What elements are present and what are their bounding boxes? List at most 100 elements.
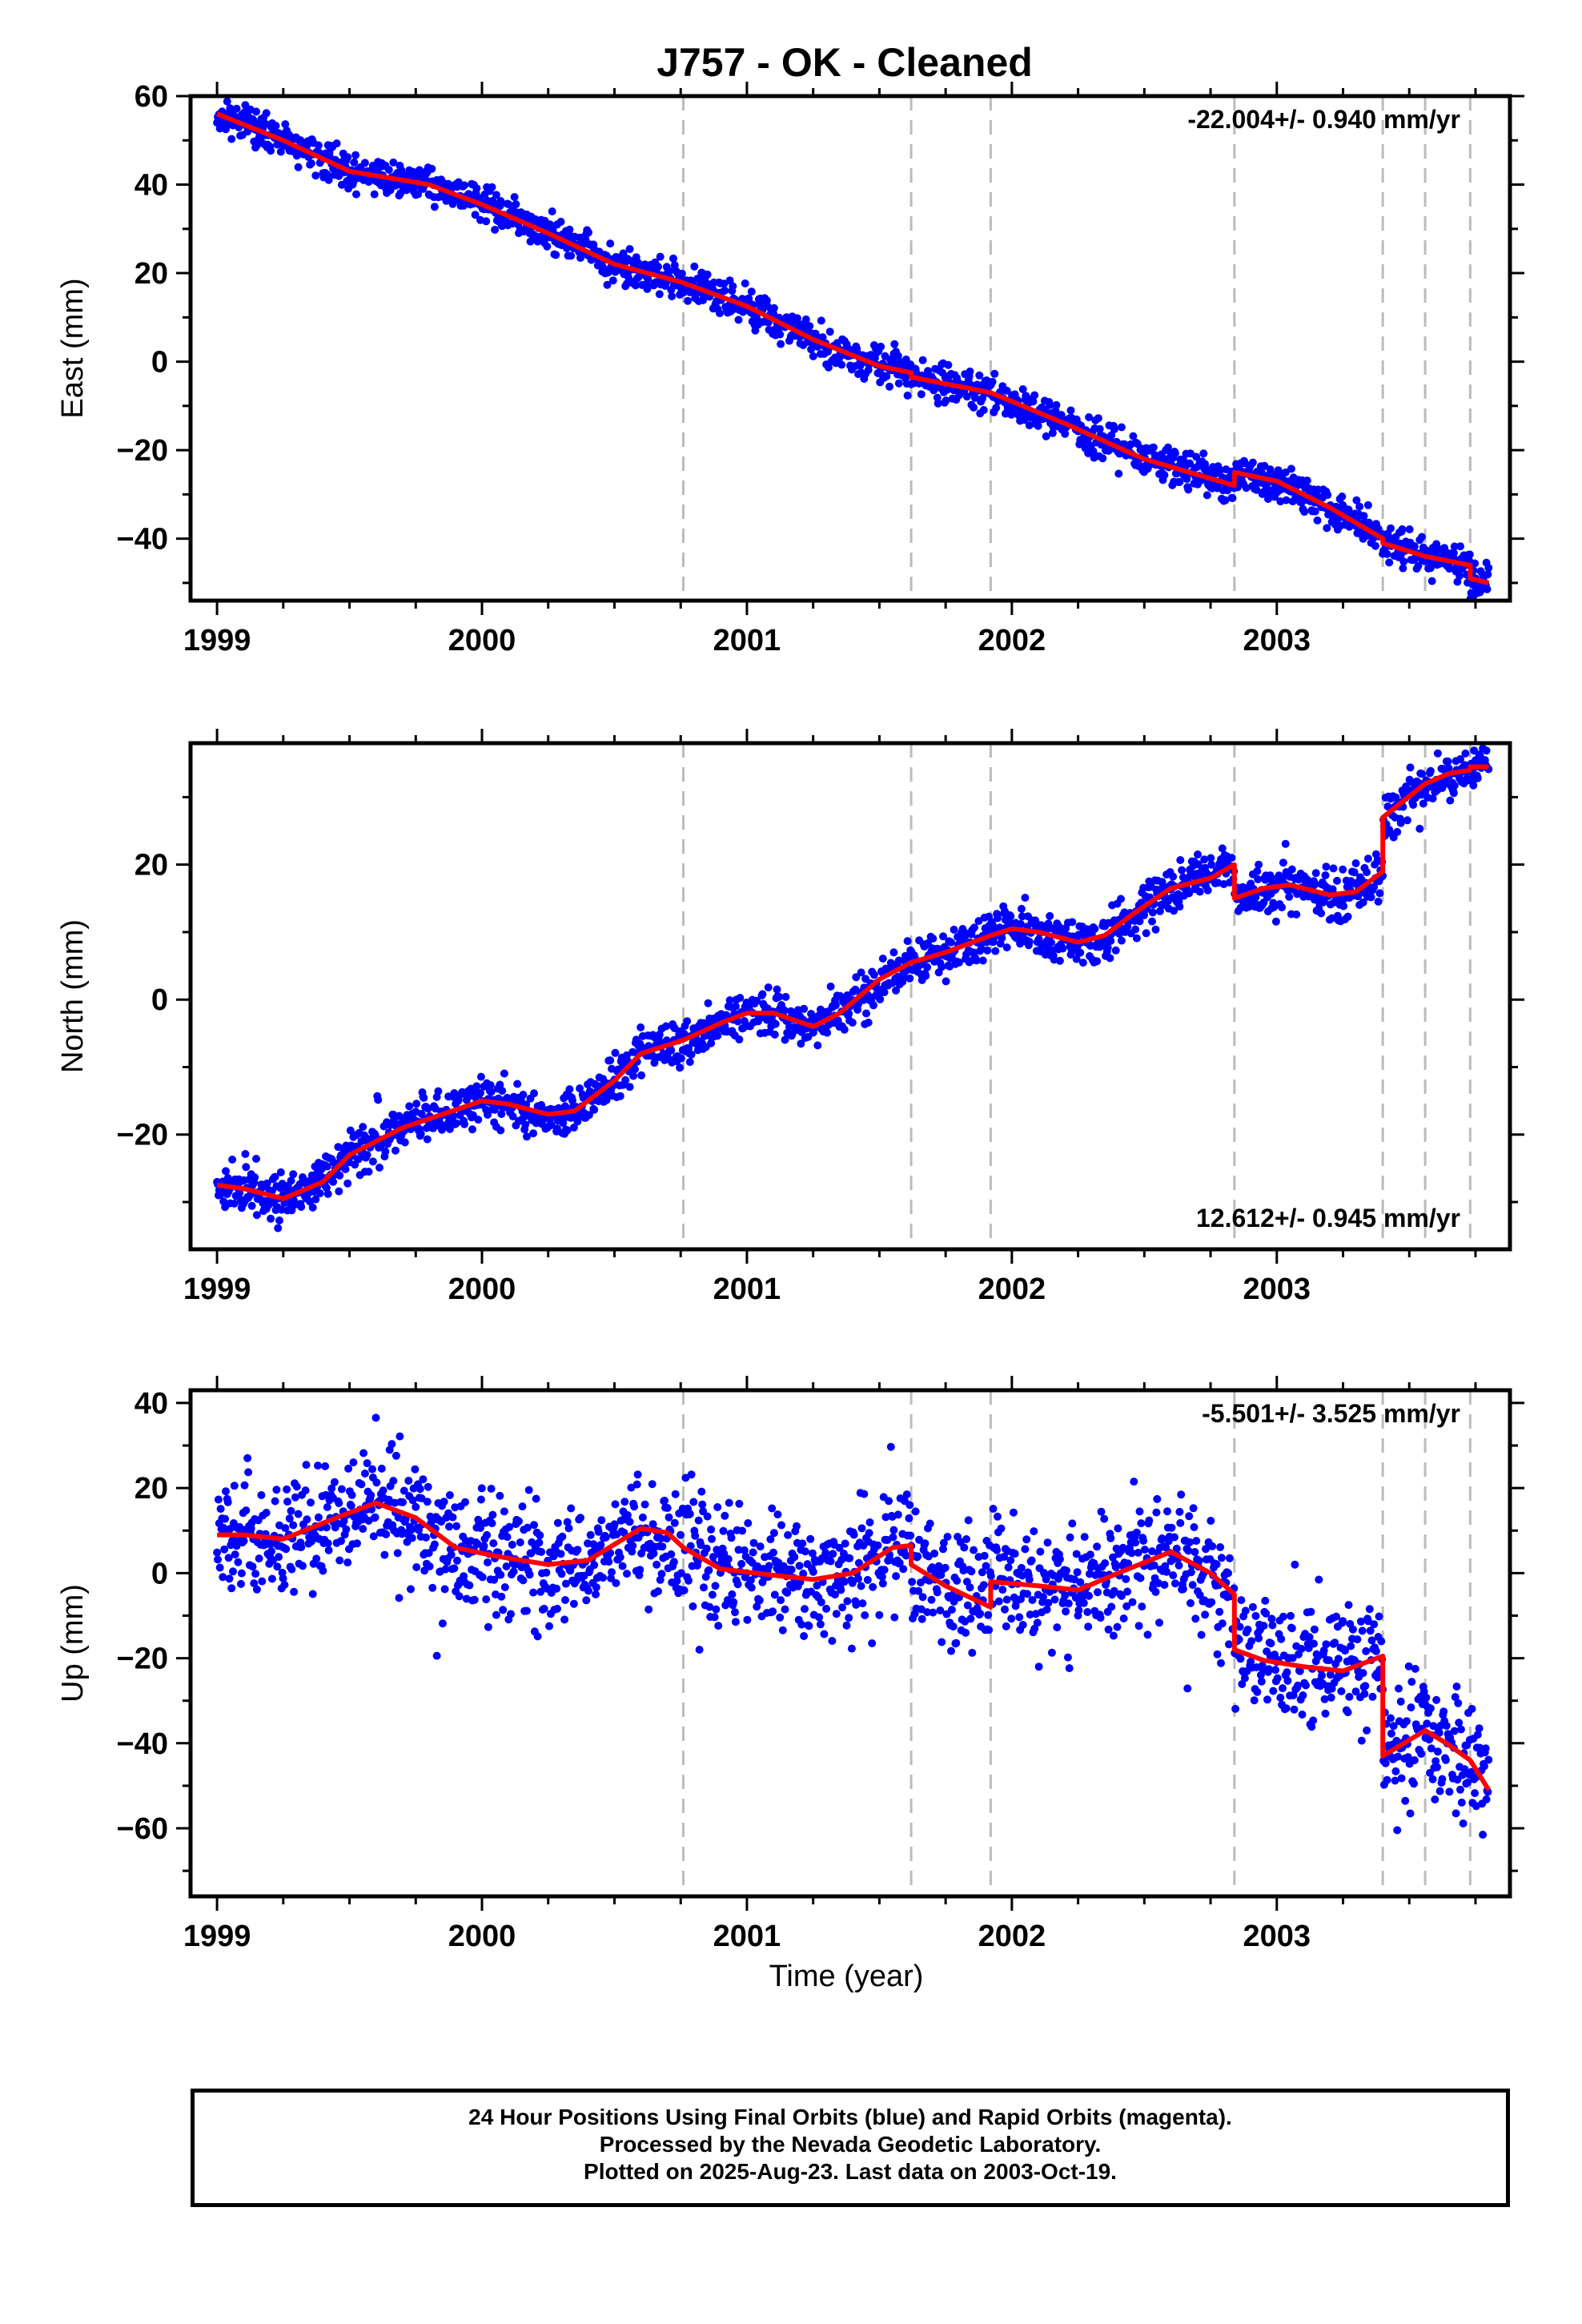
east-data-point [762, 296, 771, 305]
up-data-point [237, 1579, 245, 1588]
north-data-point [263, 1179, 271, 1188]
north-data-point [474, 1116, 483, 1124]
up-data-point [599, 1574, 608, 1582]
east-data-point [1311, 507, 1319, 516]
up-data-point [584, 1586, 592, 1595]
up-data-point [793, 1522, 801, 1530]
east-data-point [1456, 572, 1464, 580]
east-data-point [324, 175, 333, 184]
east-data-point [837, 360, 846, 369]
north-data-point [1195, 887, 1204, 896]
up-data-point [1174, 1561, 1183, 1570]
north-y-tick-label: 20 [135, 849, 168, 883]
up-data-point [1062, 1607, 1070, 1616]
up-data-point [379, 1486, 387, 1495]
up-data-point [845, 1614, 853, 1622]
up-data-point [640, 1500, 649, 1509]
north-data-point [323, 1189, 332, 1198]
north-data-point [274, 1224, 283, 1232]
up-data-point [1073, 1568, 1082, 1577]
east-data-point [890, 340, 899, 348]
up-data-point [225, 1574, 234, 1583]
up-data-point [1339, 1617, 1347, 1626]
north-data-point [864, 1018, 873, 1027]
east-data-point [677, 269, 686, 278]
east-data-point [1456, 542, 1464, 551]
east-data-point [1221, 496, 1230, 505]
up-data-point [1140, 1546, 1149, 1554]
up-data-point [450, 1564, 459, 1573]
up-data-point [689, 1602, 697, 1610]
north-data-point [400, 1138, 409, 1147]
up-data-point [1191, 1614, 1200, 1623]
up-data-point [525, 1570, 534, 1579]
up-data-point [1217, 1554, 1226, 1562]
up-data-point [529, 1588, 538, 1597]
north-data-point [677, 1054, 685, 1063]
up-data-point [1066, 1533, 1074, 1542]
north-data-point [998, 934, 1006, 943]
north-data-point [368, 1157, 377, 1166]
up-data-point [835, 1543, 844, 1552]
up-data-point [769, 1548, 777, 1557]
east-data-point [1203, 491, 1211, 500]
north-data-point [1281, 839, 1290, 848]
north-data-point [735, 1035, 744, 1043]
up-data-point [1347, 1642, 1355, 1651]
north-data-point [1311, 880, 1319, 889]
north-data-point [434, 1087, 443, 1096]
north-data-point [1017, 919, 1025, 928]
east-y-tick-label: 20 [135, 257, 168, 291]
up-data-point [1127, 1549, 1136, 1558]
up-data-point [1050, 1595, 1059, 1604]
up-data-point [618, 1562, 627, 1570]
up-data-point [1294, 1681, 1303, 1690]
north-x-tick-label: 2001 [713, 1273, 781, 1306]
north-data-point [1185, 889, 1194, 898]
up-data-point [303, 1515, 311, 1524]
up-data-point [422, 1533, 430, 1542]
up-data-point [777, 1521, 785, 1530]
up-data-point [695, 1646, 704, 1654]
north-data-point [923, 963, 932, 971]
up-data-point [537, 1547, 546, 1556]
up-data-point [1158, 1534, 1166, 1542]
up-data-point [826, 1557, 835, 1566]
north-data-point [1170, 907, 1178, 915]
north-data-point [1111, 946, 1120, 955]
up-data-point [221, 1514, 230, 1523]
up-data-point [347, 1490, 356, 1499]
up-data-point [484, 1558, 492, 1566]
up-data-point [488, 1519, 496, 1528]
north-data-point [289, 1170, 298, 1179]
up-data-point [661, 1496, 669, 1505]
east-data-point [1398, 525, 1407, 533]
up-data-point [419, 1475, 428, 1484]
up-data-point [941, 1563, 950, 1572]
east-data-point [350, 158, 359, 167]
up-data-point [939, 1545, 947, 1554]
up-data-point [1248, 1602, 1257, 1611]
north-data-point [1271, 917, 1280, 926]
up-data-point [913, 1552, 922, 1561]
north-data-point [921, 971, 930, 980]
up-data-point [323, 1503, 331, 1511]
north-data-point [636, 1023, 645, 1031]
north-data-point [1117, 895, 1125, 903]
up-data-point [847, 1644, 856, 1653]
up-data-point [769, 1529, 778, 1538]
up-data-point [725, 1498, 733, 1507]
east-data-point [1410, 542, 1419, 551]
up-data-point [497, 1592, 506, 1601]
up-data-point [968, 1648, 977, 1657]
up-data-point [424, 1549, 433, 1558]
east-data-point [1300, 508, 1309, 517]
up-data-point [1351, 1687, 1360, 1696]
north-data-point [621, 1076, 630, 1084]
up-data-point [237, 1569, 246, 1578]
up-data-point [294, 1510, 303, 1518]
up-data-point [440, 1585, 449, 1594]
up-data-point [902, 1490, 911, 1499]
up-data-point [384, 1495, 393, 1504]
up-data-point [708, 1590, 717, 1599]
